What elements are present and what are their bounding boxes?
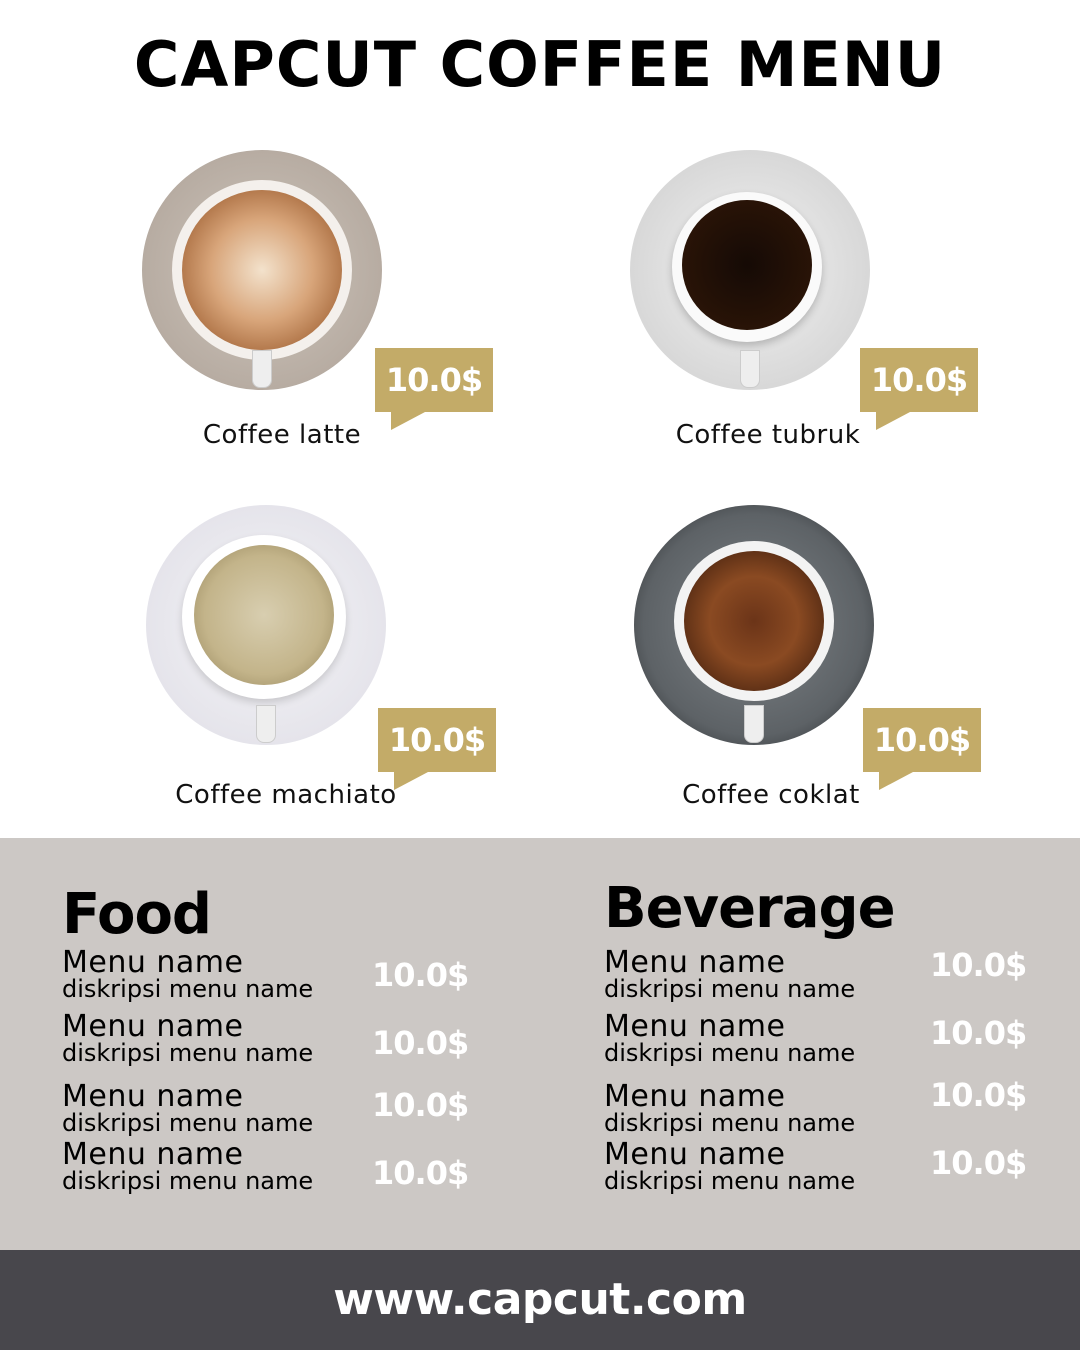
price-tag: 10.0$ xyxy=(378,708,496,790)
menu-item-description: diskripsi menu name xyxy=(604,1109,856,1137)
price-tag: 10.0$ xyxy=(860,348,978,430)
menu-item-price: 10.0$ xyxy=(372,1086,469,1124)
coffee-name: Coffee coklat xyxy=(682,780,860,810)
menu-item-description: diskripsi menu name xyxy=(62,1039,314,1067)
menu-item-price: 10.0$ xyxy=(930,1014,1027,1052)
menu-item-name: Menu name xyxy=(604,945,786,980)
food-title: Food xyxy=(62,882,212,947)
menu-item-description: diskripsi menu name xyxy=(62,975,314,1003)
menu-item-price: 10.0$ xyxy=(372,1024,469,1062)
coffee-name: Coffee machiato xyxy=(175,780,397,810)
beverage-title: Beverage xyxy=(604,876,896,941)
menu-item-description: diskripsi menu name xyxy=(604,1167,856,1195)
menu-item-description: diskripsi menu name xyxy=(604,1039,856,1067)
coffee-latte-image xyxy=(142,150,382,390)
menu-item-price: 10.0$ xyxy=(930,1076,1027,1114)
price-tag: 10.0$ xyxy=(375,348,493,430)
menu-item-price: 10.0$ xyxy=(930,946,1027,984)
coffee-name: Coffee latte xyxy=(202,420,362,450)
menu-item-name: Menu name xyxy=(604,1009,786,1044)
menu-item-description: diskripsi menu name xyxy=(604,975,856,1003)
menu-item-description: diskripsi menu name xyxy=(62,1109,314,1137)
page-title: CAPCUT COFFEE MENU xyxy=(133,28,947,101)
footer-url: www.capcut.com xyxy=(0,1250,1080,1350)
coffee-machiato-image xyxy=(146,505,386,745)
menu-item-name: Menu name xyxy=(62,1079,244,1114)
menu-section: Food Beverage Menu name diskripsi menu na… xyxy=(0,838,1080,1250)
menu-item-price: 10.0$ xyxy=(930,1144,1027,1182)
menu-item-name: Menu name xyxy=(604,1079,786,1114)
menu-item-name: Menu name xyxy=(62,1137,244,1172)
menu-item-name: Menu name xyxy=(62,1009,244,1044)
price-tag: 10.0$ xyxy=(863,708,981,790)
coffee-name: Coffee tubruk xyxy=(675,420,861,450)
menu-item-name: Menu name xyxy=(62,945,244,980)
coffee-coklat-image xyxy=(634,505,874,745)
menu-item-price: 10.0$ xyxy=(372,1154,469,1192)
menu-item-description: diskripsi menu name xyxy=(62,1167,314,1195)
coffee-tubruk-image xyxy=(630,150,870,390)
menu-item-price: 10.0$ xyxy=(372,956,469,994)
menu-item-name: Menu name xyxy=(604,1137,786,1172)
